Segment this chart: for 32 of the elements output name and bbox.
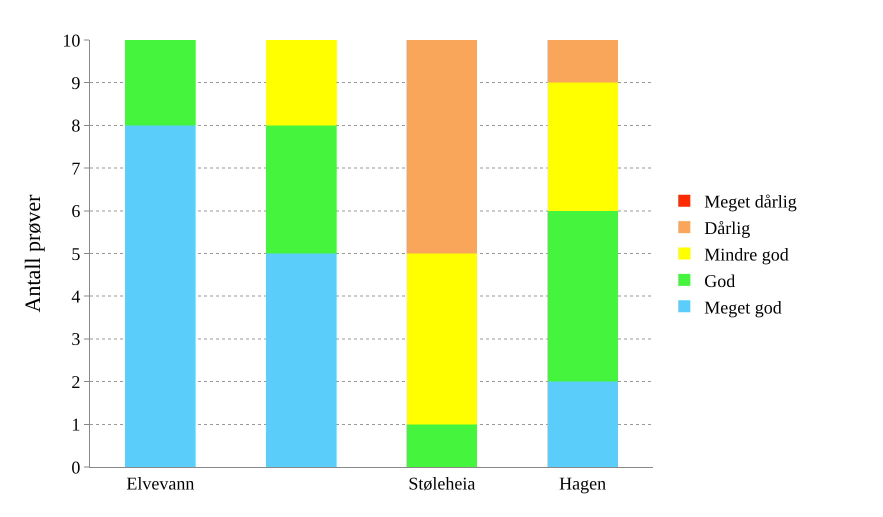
bar [266, 40, 336, 126]
legend-label: Dårlig [704, 218, 750, 238]
bar [547, 40, 618, 83]
bar [406, 254, 478, 424]
y-tick-label: 2 [71, 372, 80, 392]
bar [406, 40, 478, 254]
bar [406, 424, 478, 467]
bar [125, 125, 196, 467]
legend-label: God [704, 270, 736, 291]
y-tick-label: 0 [71, 457, 80, 478]
legend-label: Mindre god [704, 244, 789, 265]
bar [266, 254, 336, 467]
x-tick-label: Elvevann [126, 474, 194, 494]
y-tick-label: 3 [71, 329, 80, 350]
y-tick-label: 1 [71, 414, 80, 435]
bar [125, 40, 196, 126]
bar [266, 125, 336, 254]
bar [547, 82, 618, 211]
y-axis-title: Antall prøver [20, 194, 46, 312]
x-tick-label: Støleheia [408, 474, 476, 494]
bar [547, 210, 618, 382]
y-tick-label: 6 [71, 201, 80, 222]
y-tick-label: 9 [71, 73, 80, 93]
x-tick-label: Hagen [559, 474, 606, 494]
y-tick-label: 7 [71, 158, 80, 178]
bar [547, 382, 618, 467]
legend-label: Meget dårlig [704, 192, 797, 212]
y-tick-label: 4 [71, 286, 80, 306]
legend-label: Meget god [704, 297, 782, 318]
y-tick-label: 10 [62, 30, 80, 50]
y-tick-label: 8 [71, 116, 80, 136]
y-tick-label: 5 [71, 244, 80, 264]
